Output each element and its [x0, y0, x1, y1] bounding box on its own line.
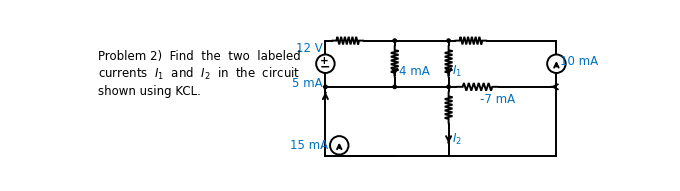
- Circle shape: [324, 85, 327, 88]
- Text: Problem 2)  Find  the  two  labeled: Problem 2) Find the two labeled: [98, 49, 301, 62]
- Text: 5 mA: 5 mA: [292, 77, 322, 90]
- Text: $I_2$: $I_2$: [452, 132, 462, 147]
- Circle shape: [393, 39, 396, 42]
- Text: 10 mA: 10 mA: [560, 55, 598, 68]
- Text: $I_1$: $I_1$: [452, 64, 462, 79]
- Text: -7 mA: -7 mA: [479, 93, 515, 106]
- Text: 4 mA: 4 mA: [398, 65, 429, 78]
- Text: shown using KCL.: shown using KCL.: [98, 85, 201, 98]
- Text: 12 V: 12 V: [296, 42, 322, 55]
- Text: currents  $I_1$  and  $I_2$  in  the  circuit: currents $I_1$ and $I_2$ in the circuit: [98, 66, 301, 82]
- Circle shape: [447, 39, 450, 42]
- Circle shape: [447, 85, 450, 88]
- Text: +: +: [320, 56, 329, 66]
- Circle shape: [393, 85, 396, 88]
- Text: 15 mA: 15 mA: [290, 139, 328, 152]
- Text: −: −: [320, 61, 330, 74]
